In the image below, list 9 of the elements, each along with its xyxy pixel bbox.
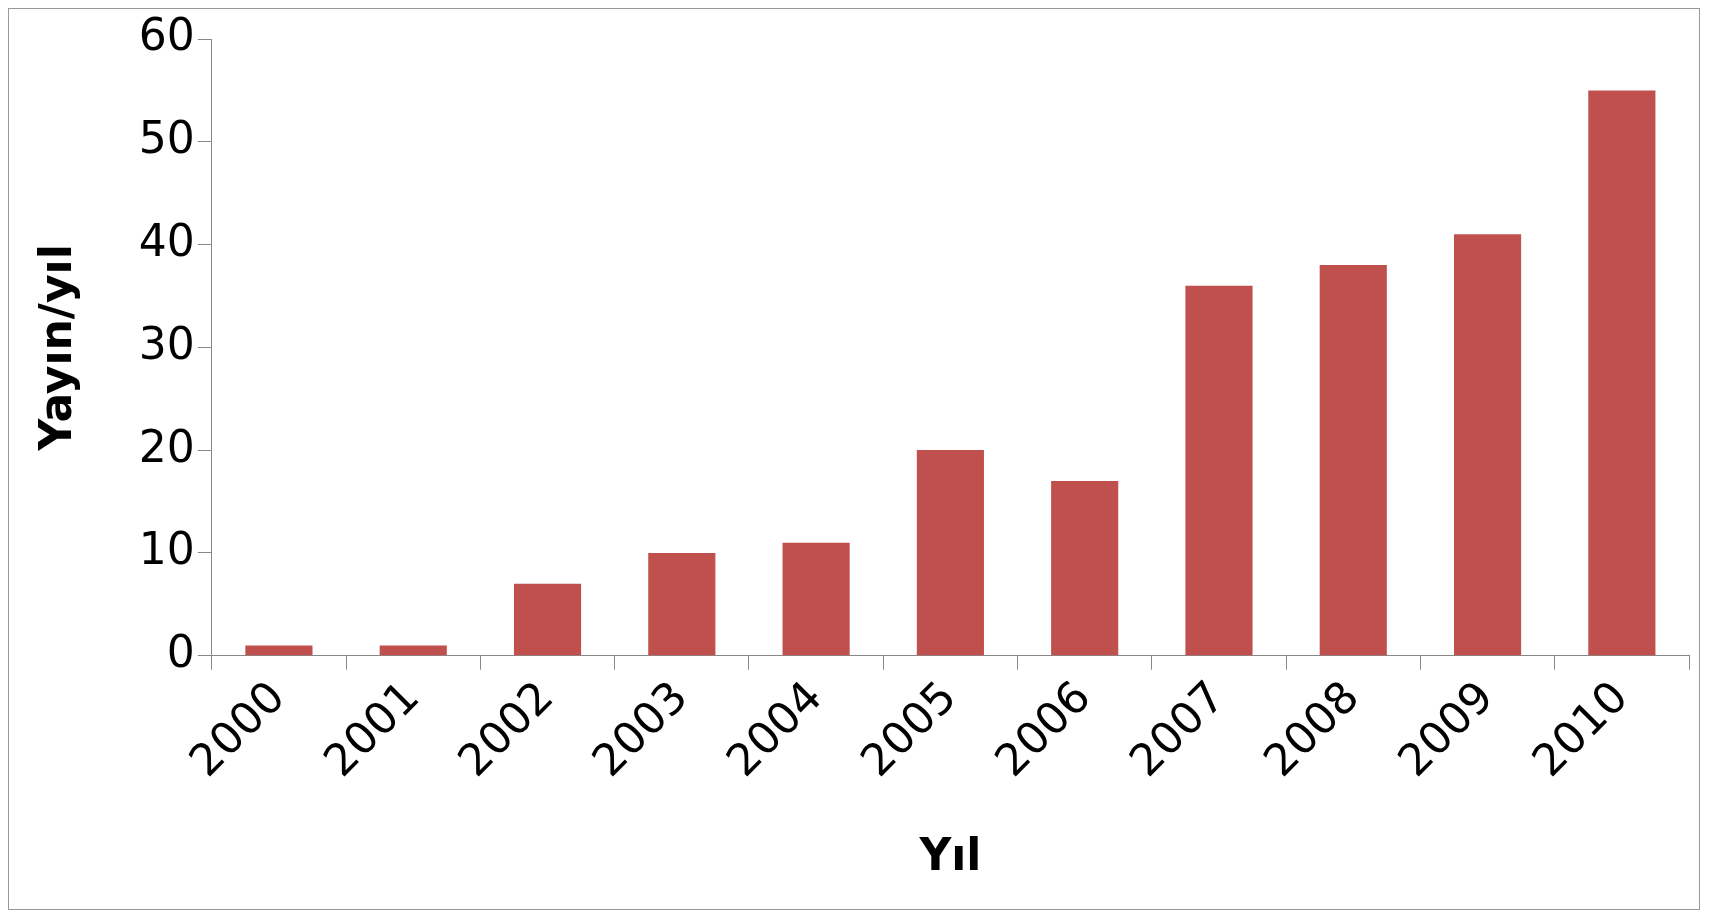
x-axis-title: Yıl xyxy=(918,829,982,881)
y-tick-label: 40 xyxy=(138,215,195,266)
y-tick-label: 30 xyxy=(138,317,195,369)
y-tick-label: 60 xyxy=(138,9,195,61)
y-tick-label: 10 xyxy=(138,523,195,575)
y-tick-label: 20 xyxy=(138,420,195,472)
y-tick-label: 50 xyxy=(138,112,195,164)
y-axis-title: Yayın/yıl xyxy=(29,244,81,452)
y-tick-label: 0 xyxy=(166,626,195,678)
